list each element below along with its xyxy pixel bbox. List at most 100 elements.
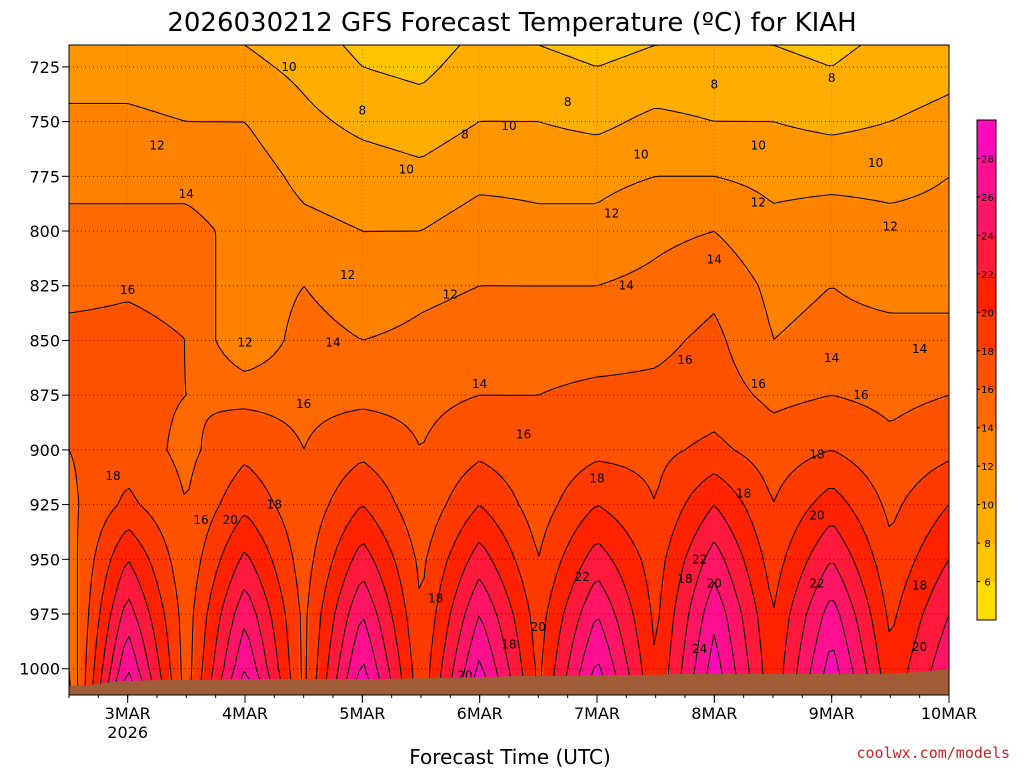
temperature-cell [254, 60, 260, 66]
temperature-cell [624, 90, 630, 96]
temperature-cell [884, 130, 890, 136]
temperature-cell [254, 145, 260, 151]
temperature-cell [464, 165, 470, 171]
temperature-cell [339, 65, 345, 71]
temperature-cell [534, 155, 540, 161]
temperature-cell [899, 55, 905, 61]
temperature-cell [344, 80, 350, 86]
temperature-cell [749, 80, 755, 86]
temperature-cell [899, 170, 905, 176]
temperature-cell [219, 60, 225, 66]
temperature-cell [429, 125, 435, 131]
temperature-cell [769, 55, 775, 61]
temperature-cell [369, 115, 375, 121]
temperature-cell [464, 105, 470, 111]
temperature-cell [844, 150, 850, 156]
temperature-cell [599, 150, 605, 156]
temperature-cell [134, 160, 140, 166]
temperature-cell [614, 45, 620, 51]
temperature-cell [129, 65, 135, 71]
temperature-cell [549, 75, 555, 81]
temperature-cell [684, 55, 690, 61]
temperature-cell [529, 80, 535, 86]
temperature-cell [369, 75, 375, 81]
temperature-cell [724, 155, 730, 161]
temperature-cell [549, 80, 555, 86]
temperature-cell [779, 75, 785, 81]
temperature-cell [544, 55, 550, 61]
temperature-cell [859, 75, 865, 81]
temperature-cell [794, 95, 800, 101]
temperature-cell [494, 45, 500, 51]
temperature-cell [624, 155, 630, 161]
temperature-cell [894, 70, 900, 76]
temperature-cell [494, 160, 500, 166]
temperature-cell [689, 105, 695, 111]
temperature-cell [84, 160, 90, 166]
temperature-cell [849, 140, 855, 146]
temperature-cell [419, 130, 425, 136]
temperature-cell [384, 175, 390, 181]
temperature-cell [844, 145, 850, 151]
temperature-cell [149, 160, 155, 166]
temperature-cell [784, 145, 790, 151]
temperature-cell [264, 80, 270, 86]
temperature-cell [189, 105, 195, 111]
temperature-cell [809, 160, 815, 166]
temperature-cell [454, 80, 460, 86]
temperature-cell [694, 50, 700, 56]
temperature-cell [99, 45, 105, 51]
temperature-cell [219, 75, 225, 81]
temperature-cell [299, 65, 305, 71]
temperature-cell [939, 165, 945, 171]
temperature-cell [684, 150, 690, 156]
temperature-cell [534, 80, 540, 86]
temperature-cell [634, 85, 640, 91]
temperature-cell [424, 90, 430, 96]
temperature-cell [144, 85, 150, 91]
temperature-cell [774, 175, 780, 181]
temperature-cell [154, 55, 160, 61]
temperature-cell [279, 75, 285, 81]
temperature-cell [544, 100, 550, 106]
temperature-cell [544, 90, 550, 96]
temperature-cell [209, 90, 215, 96]
temperature-cell [894, 75, 900, 81]
temperature-cell [539, 80, 545, 86]
temperature-cell [679, 145, 685, 151]
temperature-cell [674, 45, 680, 51]
temperature-cell [929, 140, 935, 146]
temperature-cell [914, 75, 920, 81]
temperature-cell [529, 140, 535, 146]
temperature-cell [239, 75, 245, 81]
temperature-cell [384, 150, 390, 156]
temperature-cell [154, 115, 160, 121]
temperature-cell [209, 85, 215, 91]
temperature-cell [849, 100, 855, 106]
temperature-cell [834, 90, 840, 96]
temperature-cell [94, 140, 100, 146]
temperature-cell [394, 115, 400, 121]
temperature-cell [444, 110, 450, 116]
temperature-cell [674, 50, 680, 56]
temperature-cell [209, 120, 215, 126]
temperature-cell [279, 120, 285, 126]
temperature-cell [694, 155, 700, 161]
temperature-cell [809, 105, 815, 111]
temperature-cell [624, 95, 630, 101]
temperature-cell [534, 100, 540, 106]
temperature-cell [659, 70, 665, 76]
temperature-cell [799, 105, 805, 111]
temperature-cell [559, 75, 565, 81]
temperature-cell [289, 170, 295, 176]
temperature-cell [699, 90, 705, 96]
temperature-cell [614, 95, 620, 101]
temperature-cell [329, 45, 335, 51]
temperature-cell [554, 65, 560, 71]
temperature-cell [74, 110, 80, 116]
temperature-cell [374, 75, 380, 81]
temperature-cell [99, 180, 105, 186]
temperature-cell [164, 155, 170, 161]
temperature-cell [274, 150, 280, 156]
temperature-cell [909, 165, 915, 171]
